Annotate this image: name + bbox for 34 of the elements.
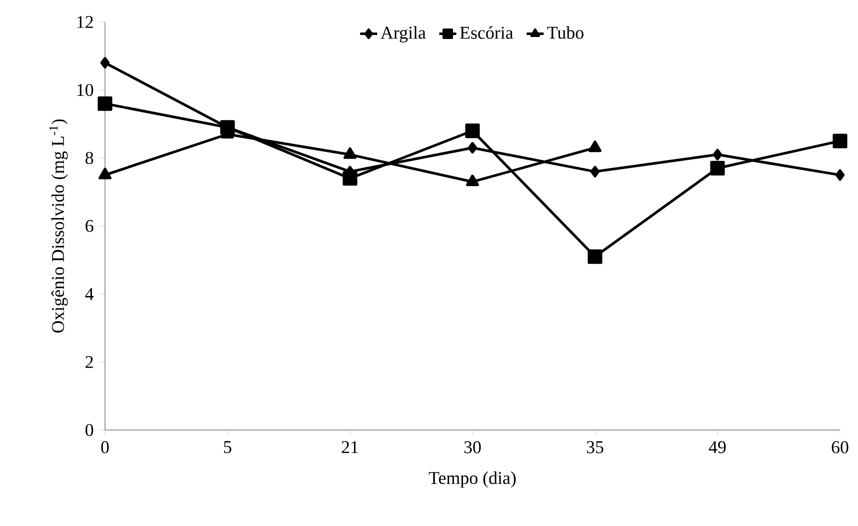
- point: [98, 96, 112, 111]
- x-tick-label: 35: [586, 441, 604, 454]
- y-tick-label: 6: [86, 220, 94, 232]
- point: [712, 148, 722, 160]
- point: [588, 140, 602, 152]
- x-tick-label: 21: [342, 441, 358, 454]
- y-axis-title: Oxigênio Dissolvido (mg L$^{-1}$): [49, 119, 68, 333]
- point: [710, 160, 725, 176]
- y-tick-label: 8: [86, 152, 94, 164]
- point: [98, 168, 112, 180]
- y-tick-label: 12: [77, 16, 93, 28]
- legend-label: Escória: [460, 26, 514, 39]
- y-tick-label: 4: [85, 288, 94, 300]
- x-tick-label: 49: [708, 441, 726, 454]
- x-tick-label: 30: [464, 441, 481, 454]
- point: [835, 169, 845, 181]
- legend-label: Tubo: [547, 26, 584, 39]
- point: [100, 57, 110, 69]
- point: [590, 166, 600, 178]
- point: [342, 171, 358, 186]
- point: [588, 249, 602, 264]
- legend-label: Argila: [380, 26, 426, 43]
- y-tick-label: 10: [77, 84, 94, 96]
- point: [466, 174, 479, 186]
- x-tick-label: 0: [101, 441, 109, 454]
- y-tick-label: 0: [86, 424, 94, 436]
- y-tick-label: 2: [86, 356, 93, 368]
- point: [468, 142, 478, 154]
- x-tick-label: 5: [224, 441, 232, 454]
- x-axis-title: Tempo (dia): [428, 471, 516, 488]
- point: [832, 134, 848, 148]
- x-tick-label: 60: [832, 441, 848, 454]
- point: [465, 124, 480, 138]
- point: [344, 147, 356, 159]
